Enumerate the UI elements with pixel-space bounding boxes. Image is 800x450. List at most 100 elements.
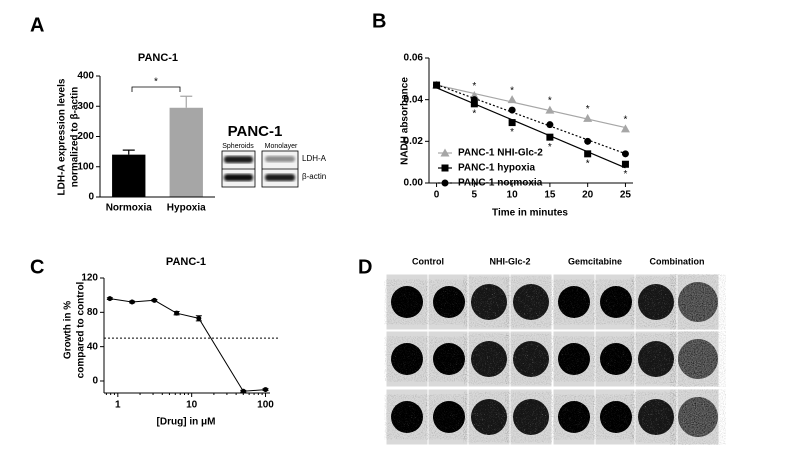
x-tick-label: Hypoxia xyxy=(167,203,206,214)
spheroid xyxy=(558,343,590,375)
marker xyxy=(621,160,629,168)
spheroid xyxy=(513,341,549,377)
marker xyxy=(508,119,516,127)
marker xyxy=(151,297,157,303)
y-axis-label: Growth in % xyxy=(63,301,74,359)
spheroid xyxy=(638,341,674,377)
y-tick-label: 0.02 xyxy=(404,136,424,147)
y-axis-label: normalized to β-actin xyxy=(70,87,81,188)
marker xyxy=(546,133,554,141)
marker xyxy=(507,95,517,104)
spheroid xyxy=(391,401,423,433)
marker xyxy=(263,387,269,393)
column-label: Control xyxy=(412,256,444,266)
chart-title: PANC-1 xyxy=(166,256,206,268)
panel-letter: B xyxy=(372,10,386,32)
y-tick-label: 0 xyxy=(88,192,94,203)
significance-label: * xyxy=(510,127,514,138)
y-tick-label: 80 xyxy=(87,307,99,318)
x-tick-label: 10 xyxy=(507,190,519,201)
spheroid xyxy=(600,343,632,375)
spheroid xyxy=(600,401,632,433)
y-tick-label: 0.06 xyxy=(404,53,424,64)
spheroid xyxy=(433,343,465,375)
significance-label: * xyxy=(548,96,552,107)
blot-row-label: LDH-A xyxy=(302,154,327,163)
bar xyxy=(169,107,203,197)
column-label: Gemcitabine xyxy=(568,256,622,266)
spheroid xyxy=(678,339,718,379)
marker xyxy=(621,150,629,158)
y-axis-label: LDH-A expression levels xyxy=(57,78,68,195)
marker xyxy=(196,315,202,321)
marker xyxy=(584,150,592,158)
fit-line xyxy=(436,84,626,155)
x-axis-label: Time in minutes xyxy=(492,208,568,219)
panel-letter: D xyxy=(358,256,372,278)
legend-label: PANC-1 hypoxia xyxy=(458,163,535,174)
x-tick-label: Normoxia xyxy=(106,203,153,214)
blot-row-label: β-actin xyxy=(302,172,326,181)
y-tick-label: 0.00 xyxy=(404,178,424,189)
y-tick-label: 300 xyxy=(77,101,94,112)
y-tick-label: 40 xyxy=(87,341,99,352)
x-tick-label: 1 xyxy=(115,400,121,411)
y-tick-label: 120 xyxy=(81,273,98,284)
legend-label: PANC-1 normoxia xyxy=(458,178,543,189)
marker xyxy=(620,124,630,133)
significance-label: * xyxy=(623,169,627,180)
x-tick-label: 15 xyxy=(544,190,556,201)
significance-label: * xyxy=(472,81,476,92)
x-tick-label: 5 xyxy=(472,190,478,201)
column-label: Combination xyxy=(650,256,705,266)
significance-label: * xyxy=(586,158,590,169)
blot-title: PANC-1 xyxy=(228,123,283,140)
x-tick-label: 25 xyxy=(620,190,632,201)
marker xyxy=(433,81,441,89)
spheroid xyxy=(391,286,423,318)
significance-label: * xyxy=(472,108,476,119)
marker xyxy=(546,121,554,129)
spheroid xyxy=(433,286,465,318)
marker xyxy=(583,113,593,122)
marker xyxy=(470,100,478,108)
marker xyxy=(545,105,555,114)
spheroid xyxy=(391,343,423,375)
bar xyxy=(112,154,146,197)
legend-marker xyxy=(441,179,449,187)
panel-letter: C xyxy=(30,256,44,278)
marker xyxy=(584,137,592,145)
blot-column-label: Monolayer xyxy=(265,143,298,150)
y-tick-label: 0 xyxy=(92,376,98,387)
fit-line xyxy=(436,87,626,169)
spheroid xyxy=(600,286,632,318)
x-tick-label: 100 xyxy=(257,400,274,411)
blot xyxy=(221,150,299,188)
data-line xyxy=(109,298,266,392)
marker xyxy=(107,296,113,302)
significance-bracket xyxy=(131,86,181,92)
spheroid xyxy=(513,284,549,320)
y-tick-label: 400 xyxy=(77,71,94,82)
spheroid xyxy=(678,397,718,437)
spheroid xyxy=(433,401,465,433)
y-axis-label: NADH absorbance xyxy=(400,77,411,165)
fit-line xyxy=(436,84,626,129)
marker xyxy=(129,299,135,305)
marker xyxy=(508,106,516,114)
spheroid xyxy=(471,284,507,320)
spheroid xyxy=(638,399,674,435)
chart-title: PANC-1 xyxy=(138,52,178,64)
y-tick-label: 200 xyxy=(77,131,94,142)
marker xyxy=(240,388,246,394)
marker xyxy=(174,310,180,316)
significance-label: * xyxy=(154,77,158,88)
spheroid xyxy=(638,284,674,320)
spheroid xyxy=(558,401,590,433)
x-tick-label: 20 xyxy=(582,190,594,201)
spheroid xyxy=(471,341,507,377)
legend-marker xyxy=(440,148,450,157)
legend-label: PANC-1 NHI-Glc-2 xyxy=(458,148,543,159)
spheroid xyxy=(513,399,549,435)
